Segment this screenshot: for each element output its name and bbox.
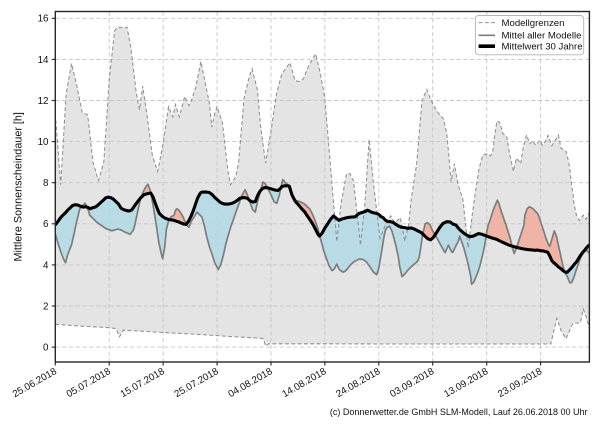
svg-text:12: 12 (38, 96, 49, 107)
svg-text:Modellgrenzen: Modellgrenzen (502, 18, 565, 29)
svg-text:Mittlere Sonnenscheindauer [h]: Mittlere Sonnenscheindauer [h] (13, 112, 25, 261)
svg-text:10: 10 (38, 137, 49, 148)
svg-text:Mittelwert 30 Jahre: Mittelwert 30 Jahre (502, 42, 583, 53)
svg-text:0: 0 (43, 343, 49, 354)
svg-text:2: 2 (43, 301, 48, 312)
svg-text:4: 4 (43, 260, 49, 271)
svg-text:(c) Donnerwetter.de GmbH SLM-M: (c) Donnerwetter.de GmbH SLM-Modell, Lau… (330, 407, 588, 417)
svg-text:16: 16 (38, 14, 49, 25)
svg-text:14: 14 (38, 55, 49, 66)
svg-text:Mittel aller Modelle: Mittel aller Modelle (502, 31, 582, 42)
svg-text:6: 6 (43, 219, 49, 230)
svg-text:8: 8 (43, 178, 49, 189)
